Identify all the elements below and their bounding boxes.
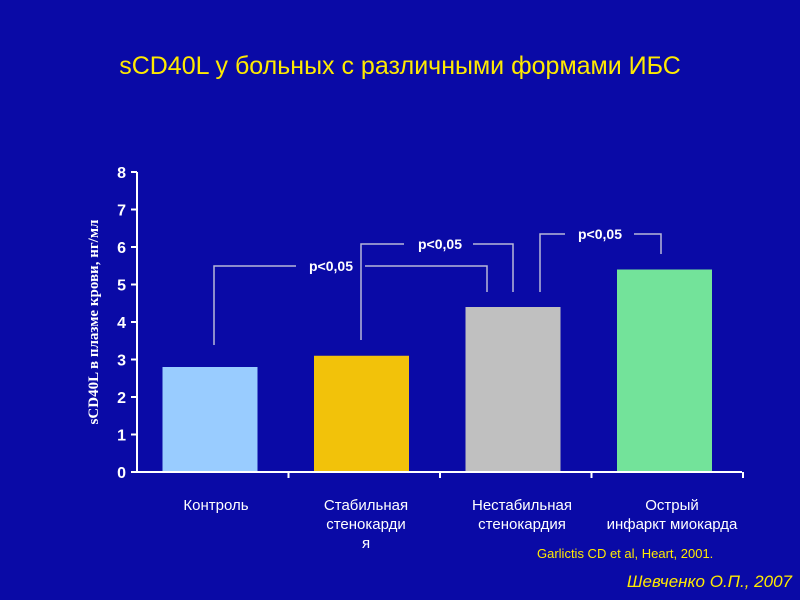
significance-bracket	[213, 265, 296, 345]
y-tick-label: 4	[117, 315, 126, 332]
y-ticks: 0 1 2 3 4 5 6 7 8	[117, 165, 744, 482]
x-category-label: стенокардия	[478, 516, 566, 533]
author-credit: Шевченко О.П., 2007	[626, 572, 792, 591]
significance-bracket	[360, 243, 404, 340]
citation: Garlictis CD et al, Heart, 2001.	[537, 546, 714, 561]
y-tick-label: 8	[117, 165, 126, 182]
y-tick-label: 3	[117, 353, 126, 370]
y-tick-label: 2	[117, 390, 126, 407]
significance-bracket	[365, 265, 488, 292]
x-category-label: стенокарди	[326, 516, 406, 533]
significance-bracket	[634, 233, 662, 254]
y-tick-label: 5	[117, 278, 126, 295]
significance-brackets: p<0,05 p<0,05 p<0,05	[213, 226, 662, 345]
p-value-label: p<0,05	[418, 236, 462, 252]
y-tick-label: 6	[117, 240, 126, 257]
bar	[314, 355, 409, 472]
p-value-label: p<0,05	[309, 258, 353, 274]
bar	[162, 367, 258, 472]
y-tick-label: 0	[117, 465, 126, 482]
bar	[617, 269, 712, 472]
p-value-label: p<0,05	[578, 226, 622, 242]
x-category-label: Стабильная	[324, 497, 408, 514]
x-category-label: Нестабильная	[472, 497, 572, 514]
significance-bracket	[473, 243, 514, 292]
y-axis-label: sCD40L в плазме крови, нг/мл	[86, 219, 102, 424]
bar	[465, 307, 561, 472]
bars	[162, 269, 712, 472]
x-labels: Контроль СтабильнаястенокардияНестабильна…	[183, 497, 738, 552]
y-tick-label: 1	[117, 428, 126, 445]
x-category-label: я	[362, 535, 370, 552]
y-tick-label: 7	[117, 203, 126, 220]
x-category-label: Острый	[645, 497, 699, 514]
x-category-label: Контроль	[183, 497, 248, 514]
page-title: sCD40L у больных с различными формами ИБ…	[119, 52, 681, 80]
x-category-label: инфаркт миокарда	[607, 516, 738, 533]
significance-bracket	[539, 233, 565, 292]
